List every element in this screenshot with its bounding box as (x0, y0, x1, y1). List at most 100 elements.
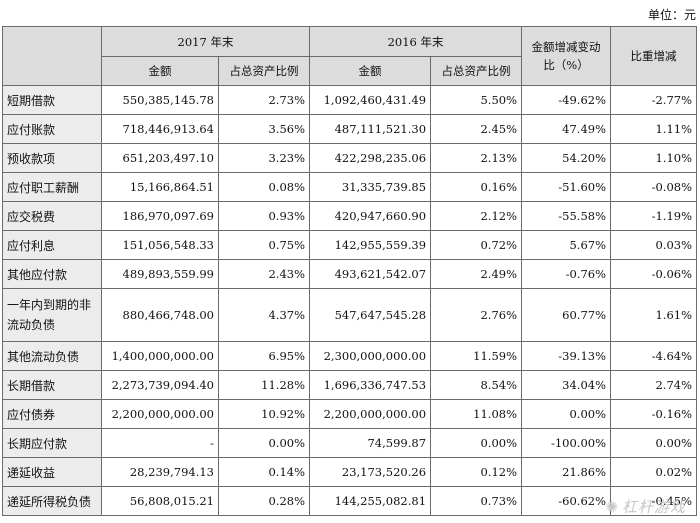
table-row: 应付利息 151,056,548.33 0.75% 142,955,559.39 0.7… (2, 230, 698, 260)
cell-amt17: 151,056,548.33 (101, 230, 219, 260)
cell-pct16: 2.12% (430, 201, 523, 231)
header-amount-2016: 金额 (309, 56, 432, 86)
cell-rchg: 0.02% (610, 457, 698, 487)
cell-chg: 0.00% (521, 399, 612, 429)
cell-amt16: 493,621,542.07 (309, 259, 432, 289)
row-label: 一年内到期的非流动负债 (2, 288, 102, 342)
row-label: 递延收益 (2, 457, 102, 487)
cell-pct16: 0.12% (430, 457, 523, 487)
cell-pct16: 0.00% (430, 428, 523, 458)
cell-amt17: 1,400,000,000.00 (101, 341, 219, 371)
cell-rchg: -4.64% (610, 341, 698, 371)
watermark-text: 杠杆游戏 (621, 498, 686, 516)
cell-pct17: 0.75% (217, 230, 311, 260)
cell-chg: -39.13% (521, 341, 612, 371)
wechat-icon: ✺ (605, 498, 619, 516)
cell-pct17: 0.28% (217, 486, 311, 516)
cell-amt16: 31,335,739.85 (309, 172, 432, 202)
header-ratio-change: 比重增减 (610, 26, 698, 86)
cell-amt16: 142,955,559.39 (309, 230, 432, 260)
cell-rchg: 1.61% (610, 288, 698, 342)
cell-amt16: 2,200,000,000.00 (309, 399, 432, 429)
cell-rchg: 1.10% (610, 143, 698, 173)
cell-chg: 34.04% (521, 370, 612, 400)
row-label: 应付账款 (2, 114, 102, 144)
cell-rchg: 0.03% (610, 230, 698, 260)
cell-pct16: 2.49% (430, 259, 523, 289)
cell-chg: -0.76% (521, 259, 612, 289)
cell-amt16: 1,696,336,747.53 (309, 370, 432, 400)
cell-rchg: -0.45% (610, 486, 698, 516)
cell-rchg: 0.00% (610, 428, 698, 458)
cell-rchg: -0.16% (610, 399, 698, 429)
header-2016: 2016 年末 (309, 26, 523, 57)
cell-pct16: 0.73% (430, 486, 523, 516)
cell-chg: 54.20% (521, 143, 612, 173)
cell-pct17: 3.56% (217, 114, 311, 144)
table-row: 一年内到期的非流动负债 880,466,748.00 4.37% 547,647,54… (2, 288, 698, 342)
row-label: 应付债券 (2, 399, 102, 429)
cell-amt17: 56,808,015.21 (101, 486, 219, 516)
cell-chg: -55.58% (521, 201, 612, 231)
cell-amt16: 23,173,520.26 (309, 457, 432, 487)
table-row: 应付债券 2,200,000,000.00 10.92% 2,200,000,000.… (2, 399, 698, 429)
row-label: 递延所得税负债 (2, 486, 102, 516)
cell-pct17: 2.73% (217, 85, 311, 115)
cell-amt17: 2,273,739,094.40 (101, 370, 219, 400)
cell-rchg: -1.19% (610, 201, 698, 231)
cell-pct16: 8.54% (430, 370, 523, 400)
cell-chg: -49.62% (521, 85, 612, 115)
row-label: 长期应付款 (2, 428, 102, 458)
table-row: 递延所得税负债 56,808,015.21 0.28% 144,255,082.81 0… (2, 486, 698, 516)
table-row: 长期借款 2,273,739,094.40 11.28% 1,696,336,747.… (2, 370, 698, 400)
row-label: 应付职工薪酬 (2, 172, 102, 202)
cell-amt17: 186,970,097.69 (101, 201, 219, 231)
table-row: 长期应付款 -0.00% 74,599.87 0.00% -100.00% 0.00% (2, 428, 698, 458)
cell-pct16: 0.72% (430, 230, 523, 260)
cell-pct16: 2.76% (430, 288, 523, 342)
cell-pct17: 6.95% (217, 341, 311, 371)
cell-pct16: 11.08% (430, 399, 523, 429)
cell-chg: -51.60% (521, 172, 612, 202)
cell-pct17: 0.08% (217, 172, 311, 202)
cell-rchg: -0.08% (610, 172, 698, 202)
table-row: 其他应付款 489,893,559.99 2.43% 493,621,542.07 2.… (2, 259, 698, 289)
row-label: 预收款项 (2, 143, 102, 173)
cell-chg: 21.86% (521, 457, 612, 487)
cell-pct17: 0.14% (217, 457, 311, 487)
cell-amt17: 550,385,145.78 (101, 85, 219, 115)
cell-chg: 47.49% (521, 114, 612, 144)
header-ratio-2017: 占总资产比例 (217, 56, 311, 86)
header-corner (2, 26, 102, 86)
cell-amt17: 2,200,000,000.00 (101, 399, 219, 429)
cell-rchg: 2.74% (610, 370, 698, 400)
cell-amt16: 2,300,000,000.00 (309, 341, 432, 371)
header-change: 金额增减变动比（%） (521, 26, 612, 86)
table-row: 其他流动负债 1,400,000,000.00 6.95% 2,300,000,000… (2, 341, 698, 371)
table-row: 应交税费 186,970,097.69 0.93% 420,947,660.90 2.1… (2, 201, 698, 231)
table-row: 应付职工薪酬 15,166,864.51 0.08% 31,335,739.85 0.1… (2, 172, 698, 202)
cell-pct17: 3.23% (217, 143, 311, 173)
cell-rchg: -0.06% (610, 259, 698, 289)
row-label: 短期借款 (2, 85, 102, 115)
cell-pct17: 10.92% (217, 399, 311, 429)
header-2017: 2017 年末 (100, 26, 311, 57)
table-row: 应付账款 718,446,913.64 3.56% 487,111,521.30 2.4… (2, 114, 698, 144)
header-ratio-2016: 占总资产比例 (430, 56, 523, 86)
row-label: 应付利息 (2, 230, 102, 260)
table-row: 短期借款 550,385,145.78 2.73% 1,092,460,431.49 5… (2, 85, 698, 115)
watermark: ✺ 杠杆游戏 (605, 496, 686, 517)
cell-amt16: 422,298,235.06 (309, 143, 432, 173)
table-body: 短期借款 550,385,145.78 2.73% 1,092,460,431.49 5… (2, 85, 698, 516)
cell-pct16: 5.50% (430, 85, 523, 115)
unit-label: 单位：元 (647, 8, 696, 22)
row-label: 其他流动负债 (2, 341, 102, 371)
cell-amt17: 15,166,864.51 (101, 172, 219, 202)
cell-pct17: 0.00% (217, 428, 311, 458)
cell-pct17: 4.37% (217, 288, 311, 342)
cell-chg: 60.77% (521, 288, 612, 342)
cell-chg: 5.67% (521, 230, 612, 260)
cell-pct17: 11.28% (217, 370, 311, 400)
cell-amt17: 489,893,559.99 (101, 259, 219, 289)
cell-amt16: 547,647,545.28 (309, 288, 432, 342)
